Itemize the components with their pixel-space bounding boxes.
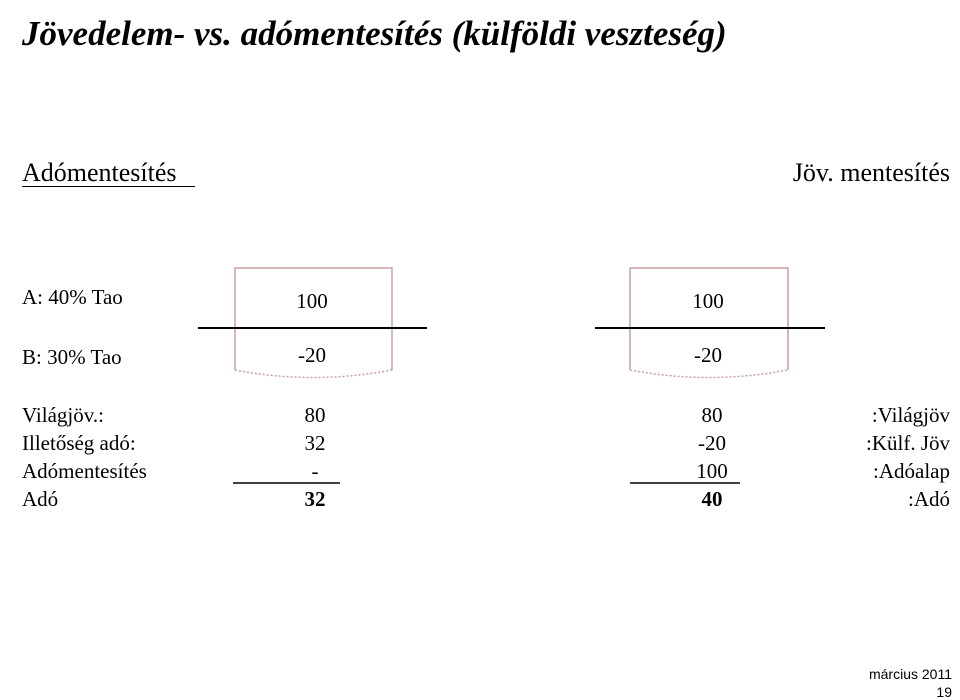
row-label: :Adó bbox=[908, 487, 950, 511]
row-label: Világjöv.: bbox=[22, 403, 104, 427]
left-heading: Adómentesítés bbox=[22, 160, 195, 187]
row-value: -20 bbox=[698, 431, 726, 455]
row-value: 100 bbox=[696, 459, 728, 483]
row-value: - bbox=[311, 459, 319, 483]
row-value: 32 bbox=[304, 431, 326, 455]
row-label: :Külf. Jöv bbox=[866, 431, 950, 455]
row-value: 80 bbox=[701, 403, 723, 427]
row-label: Illetőség adó: bbox=[22, 431, 136, 455]
rate-label: B: 30% Tao bbox=[22, 345, 122, 369]
right-heading: Jöv. mentesítés bbox=[792, 158, 950, 187]
box-value: 100 bbox=[692, 289, 724, 313]
row-label: :Világjöv bbox=[871, 403, 950, 427]
row-label: Adó bbox=[22, 487, 59, 511]
row-label: :Adóalap bbox=[873, 459, 950, 483]
row-value: 32 bbox=[304, 487, 326, 511]
box-value: -20 bbox=[694, 343, 722, 367]
row-value: 80 bbox=[304, 403, 326, 427]
row-label: Adómentesítés bbox=[22, 459, 147, 483]
box-value: 100 bbox=[296, 289, 328, 313]
footer-date: március 2011 bbox=[868, 666, 952, 682]
page-number: 19 bbox=[936, 684, 952, 700]
row-value: 40 bbox=[701, 487, 723, 511]
rate-label: A: 40% Tao bbox=[22, 285, 123, 309]
box-value: -20 bbox=[298, 343, 326, 367]
title: Jövedelem- vs. adómentesítés (külföldi v… bbox=[22, 14, 727, 53]
